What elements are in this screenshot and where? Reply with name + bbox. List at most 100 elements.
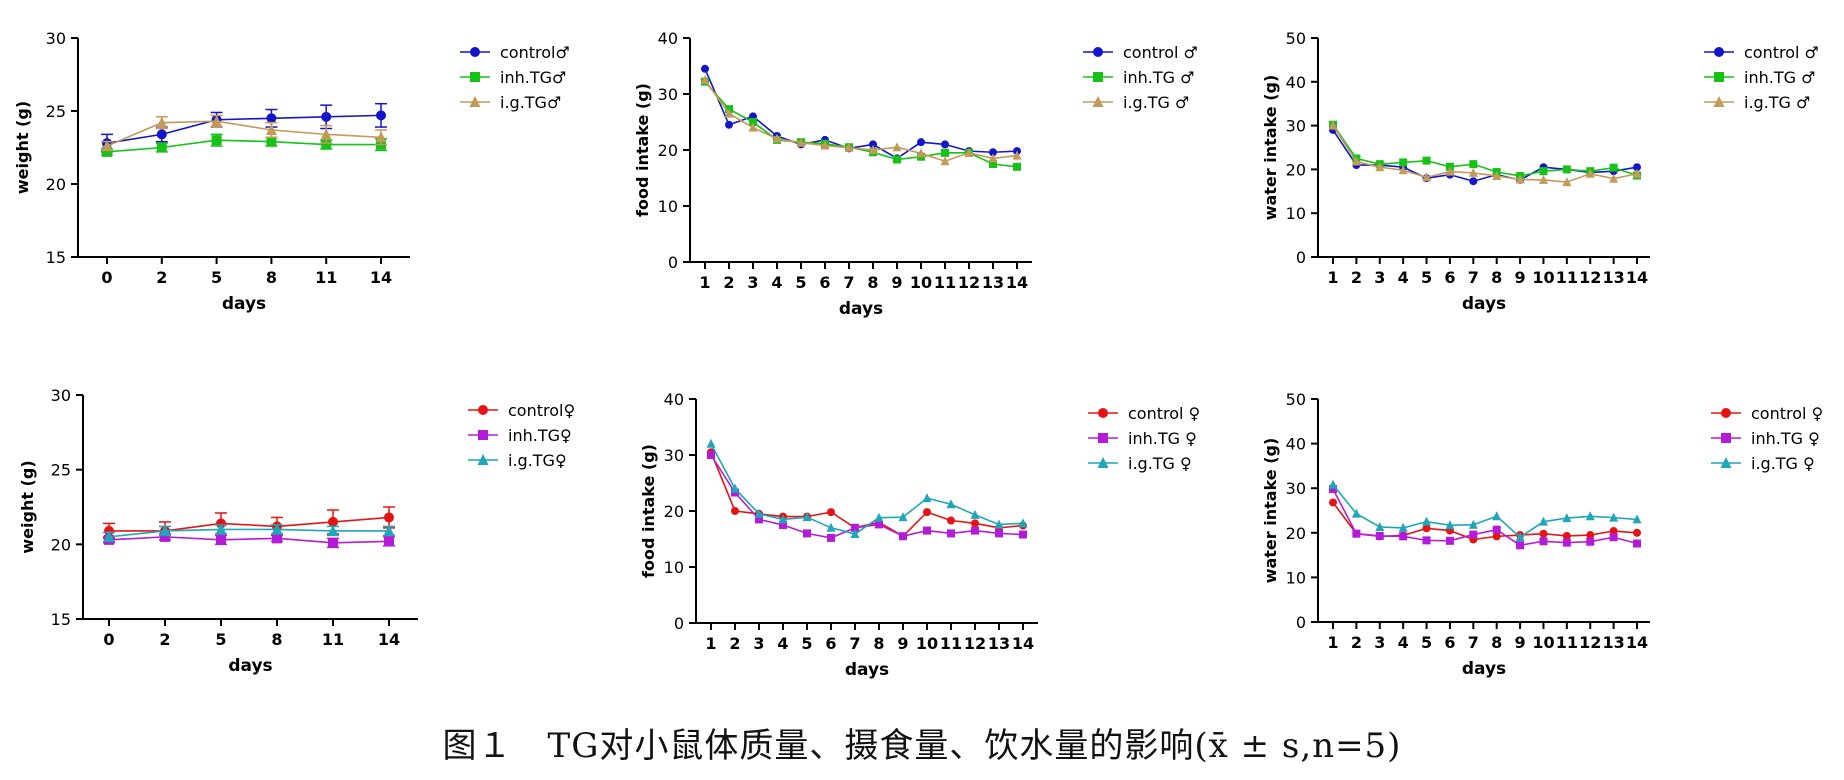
x-tick-label: 10 xyxy=(1532,633,1554,652)
legend-label: inh.TG♂ xyxy=(500,68,566,87)
x-tick-label: 13 xyxy=(982,273,1004,292)
data-point xyxy=(875,520,883,529)
series-2 xyxy=(101,114,387,152)
data-point xyxy=(328,516,338,527)
x-tick-label: 2 xyxy=(156,268,167,287)
data-point xyxy=(844,142,854,152)
legend-marker xyxy=(1093,47,1103,57)
data-point xyxy=(922,493,932,503)
data-point xyxy=(1399,158,1408,167)
series-1 xyxy=(103,531,395,549)
data-point xyxy=(1328,120,1338,130)
y-tick-label: 20 xyxy=(1286,160,1306,179)
x-tick-label: 11 xyxy=(322,630,344,649)
data-point xyxy=(1609,533,1618,542)
x-axis-label: days xyxy=(839,299,883,319)
data-point xyxy=(898,512,908,522)
data-point xyxy=(102,146,112,157)
data-point xyxy=(994,519,1004,529)
x-tick-label: 14 xyxy=(1012,634,1034,653)
y-tick-label: 0 xyxy=(1296,613,1306,632)
x-tick-label: 1 xyxy=(1327,633,1338,652)
series-line xyxy=(106,114,382,144)
x-tick-label: 6 xyxy=(1444,268,1455,287)
x-tick-label: 12 xyxy=(1579,268,1601,287)
data-point xyxy=(266,113,277,124)
data-point xyxy=(384,536,394,547)
data-point xyxy=(947,529,955,538)
x-tick-label: 0 xyxy=(103,630,114,649)
x-tick-label: 9 xyxy=(891,273,902,292)
data-point xyxy=(1633,163,1641,172)
data-point xyxy=(706,438,716,448)
data-point xyxy=(725,120,733,129)
data-point xyxy=(1399,532,1408,541)
series-line xyxy=(106,139,381,153)
x-tick-label: 13 xyxy=(1602,633,1624,652)
x-tick-label: 14 xyxy=(370,268,392,287)
x-tick-label: 5 xyxy=(1421,268,1432,287)
y-tick-label: 30 xyxy=(1286,479,1306,498)
data-point xyxy=(1422,536,1431,545)
data-point xyxy=(101,140,113,152)
data-point xyxy=(941,148,949,157)
x-tick-label: 14 xyxy=(1626,633,1648,652)
data-point xyxy=(271,523,283,535)
data-point xyxy=(971,519,979,528)
y-tick-label: 40 xyxy=(1286,73,1306,92)
data-point xyxy=(1562,531,1571,540)
series-line xyxy=(106,120,382,147)
data-point xyxy=(375,131,387,143)
data-point xyxy=(1539,537,1548,546)
x-tick-label: 1 xyxy=(1327,268,1338,287)
x-axis-label: days xyxy=(1462,659,1506,679)
legend-marker xyxy=(1721,408,1731,418)
x-tick-label: 1 xyxy=(699,273,710,292)
data-point xyxy=(1351,508,1361,518)
legend-label: i.g.TG ♂ xyxy=(1123,93,1189,112)
legend-marker xyxy=(1714,47,1724,57)
data-point xyxy=(376,110,386,121)
data-point xyxy=(1538,174,1548,184)
data-point xyxy=(321,139,332,150)
y-tick-label: 25 xyxy=(51,461,71,480)
x-tick-label: 7 xyxy=(849,634,860,653)
x-tick-label: 11 xyxy=(1556,268,1578,287)
data-point xyxy=(272,533,282,544)
data-point xyxy=(988,153,998,163)
x-tick-label: 11 xyxy=(315,268,337,287)
data-point xyxy=(1329,498,1337,507)
x-tick-label: 5 xyxy=(1421,633,1432,652)
data-point xyxy=(1586,537,1595,546)
data-point xyxy=(1375,531,1384,540)
series-0 xyxy=(103,506,395,541)
x-tick-label: 7 xyxy=(843,273,854,292)
x-tick-label: 5 xyxy=(795,273,806,292)
legend-label: i.g.TG ♀ xyxy=(1128,454,1192,473)
legend-marker xyxy=(1092,96,1104,107)
legend-label: i.g.TG ♂ xyxy=(1744,93,1810,112)
data-point xyxy=(320,128,332,140)
data-point xyxy=(1515,532,1525,542)
data-point xyxy=(266,136,277,147)
legend: control ♂ inh.TG ♂ i.g.TG ♂ xyxy=(1083,43,1198,112)
data-point xyxy=(1515,174,1525,184)
data-point xyxy=(1609,512,1619,522)
data-point xyxy=(1018,518,1028,528)
series-line xyxy=(109,516,390,532)
x-tick-label: 2 xyxy=(729,634,740,653)
data-point xyxy=(1562,538,1571,547)
y-tick-label: 10 xyxy=(658,197,678,216)
series-2 xyxy=(103,523,395,543)
data-point xyxy=(265,123,277,135)
data-point xyxy=(1445,166,1455,176)
y-tick-label: 30 xyxy=(51,386,71,405)
legend-label: inh.TG♀ xyxy=(508,426,572,445)
y-axis-label: weight (g) xyxy=(18,460,37,553)
x-tick-label: 12 xyxy=(1579,633,1601,652)
legend-label: i.g.TG♂ xyxy=(500,93,561,112)
data-point xyxy=(1609,173,1619,183)
